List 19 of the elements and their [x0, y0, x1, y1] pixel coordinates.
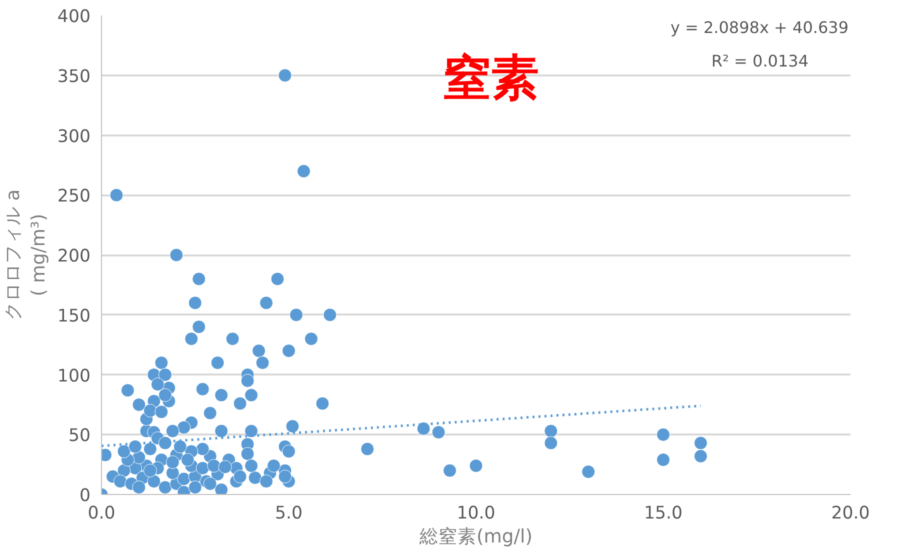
y-tick-label: 100: [57, 366, 91, 386]
x-tick-label: 5.0: [274, 504, 303, 524]
annotation: R² = 0.0134: [711, 52, 808, 71]
annotation: y = 2.0898x + 40.639: [670, 18, 848, 37]
y-tick-label: 350: [57, 66, 91, 87]
x-tick-label: 10.0: [456, 504, 496, 524]
y-tick-label: 150: [57, 306, 91, 326]
y-tick-label: 400: [57, 7, 91, 27]
y-tick-label: 200: [57, 246, 91, 266]
x-tick-label: 20.0: [831, 504, 870, 524]
x-tick-label: 15.0: [644, 504, 683, 524]
x-axis-title: 総窒素(mg/l): [418, 526, 533, 548]
y-tick-label: 0: [79, 486, 91, 506]
y-tick-label: 50: [68, 426, 91, 446]
y-tick-label: 300: [57, 126, 91, 147]
x-tick-label: 0.0: [88, 504, 116, 524]
y-axis-title: クロロフィル a ( mg/m³): [3, 189, 50, 321]
text: 窒素: [442, 50, 539, 106]
y-tick-label: 250: [57, 186, 91, 207]
